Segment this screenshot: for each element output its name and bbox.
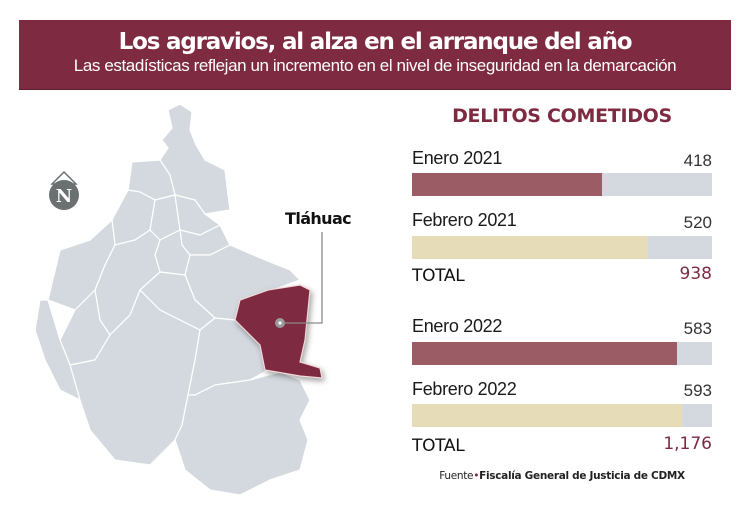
bar-value-febrero-2021: 520 [683, 213, 712, 232]
bar-fill-enero-2022 [412, 342, 677, 365]
bar-track-enero-2022 [412, 342, 712, 365]
region-gustavo-a-madero [159, 103, 231, 215]
bar-fill-febrero-2022 [412, 404, 682, 427]
bar-label-febrero-2022: Febrero 2022 [412, 379, 517, 399]
callout-line [285, 232, 323, 324]
total-value-2021: 938 [679, 264, 712, 284]
bar-value-febrero-2022: 593 [683, 381, 712, 400]
header-banner: Los agravios, al alza en el arranque del… [19, 20, 731, 90]
source-separator: • [473, 470, 480, 482]
region-west-edge [34, 299, 81, 401]
region-tlahuac [234, 284, 323, 379]
bar-value-enero-2022: 583 [683, 319, 712, 338]
bar-track-febrero-2022 [412, 404, 712, 427]
cdmx-map [34, 103, 323, 496]
bar-fill-febrero-2021 [412, 236, 648, 259]
source-prefix: Fuente [439, 470, 474, 482]
bar-fill-enero-2021 [412, 173, 602, 196]
total-label-2022: TOTAL [412, 436, 465, 456]
source-note: Fuente•Fiscalía General de Justicia de C… [412, 470, 712, 482]
total-label-2021: TOTAL [412, 266, 465, 286]
north-arrow-icon: N [49, 170, 79, 210]
bar-track-febrero-2021 [412, 236, 712, 259]
bar-value-enero-2021: 418 [683, 151, 712, 170]
map-callout-label: Tláhuac [285, 209, 352, 228]
bar-track-enero-2021 [412, 173, 712, 196]
total-value-2022: 1,176 [663, 434, 712, 454]
source-org: Fiscalía General de Justicia de CDMX [479, 470, 685, 482]
region-milpa-alta [174, 371, 311, 496]
page-title: Los agravios, al alza en el arranque del… [118, 29, 633, 55]
bar-label-enero-2022: Enero 2022 [412, 316, 503, 336]
bar-label-enero-2021: Enero 2021 [412, 148, 503, 168]
svg-text:N: N [56, 186, 72, 207]
chart-title: DELITOS COMETIDOS [452, 105, 672, 127]
page-subtitle: Las estadísticas reflejan un incremento … [73, 56, 677, 75]
bar-label-febrero-2021: Febrero 2021 [412, 210, 517, 230]
